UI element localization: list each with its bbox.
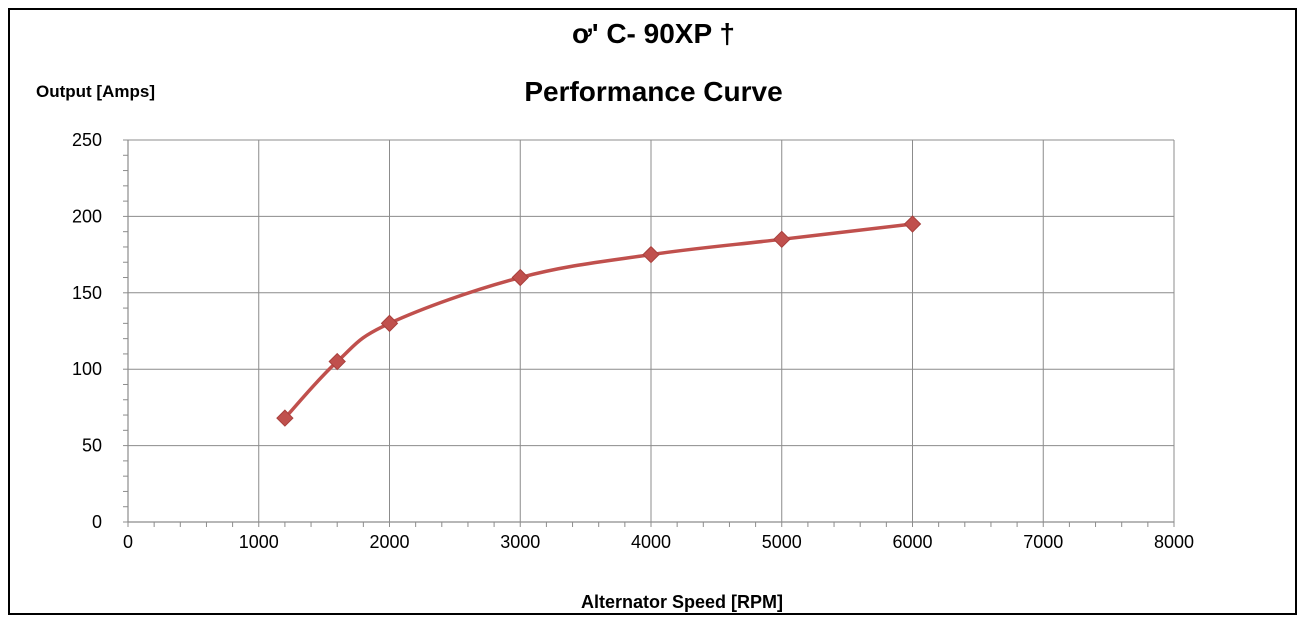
y-tick-label: 150 [72, 283, 102, 303]
data-point-marker [642, 245, 660, 264]
chart-title: Performance Curve [524, 76, 783, 107]
chart-title-model: ơ' C- 90XP † [571, 18, 735, 49]
x-tick-label: 6000 [892, 532, 932, 552]
y-tick-label: 200 [72, 206, 102, 226]
series-line [283, 222, 913, 420]
data-point-marker [511, 268, 529, 287]
data-point-marker [276, 409, 294, 427]
x-tick-label: 0 [123, 532, 133, 552]
x-tick-label: 2000 [369, 532, 409, 552]
x-tick-label: 4000 [631, 532, 671, 552]
y-tick-label: 50 [82, 436, 102, 456]
x-axis-label: Alternator Speed [RPM] [580, 592, 784, 612]
y-tick-label: 100 [72, 359, 102, 379]
y-axis-label: Output [Amps] [36, 82, 155, 101]
x-tick-label: 5000 [762, 532, 802, 552]
y-tick-label: 250 [72, 130, 102, 150]
data-point-marker [903, 215, 922, 233]
chart-frame [8, 8, 1297, 615]
x-tick-label: 7000 [1023, 532, 1063, 552]
data-point-marker [380, 314, 399, 333]
y-tick-label: 0 [92, 512, 102, 532]
x-tick-label: 1000 [239, 532, 279, 552]
x-tick-label: 8000 [1154, 532, 1194, 552]
data-point-marker [328, 352, 346, 371]
data-point-marker [773, 230, 791, 249]
x-tick-label: 3000 [500, 532, 540, 552]
